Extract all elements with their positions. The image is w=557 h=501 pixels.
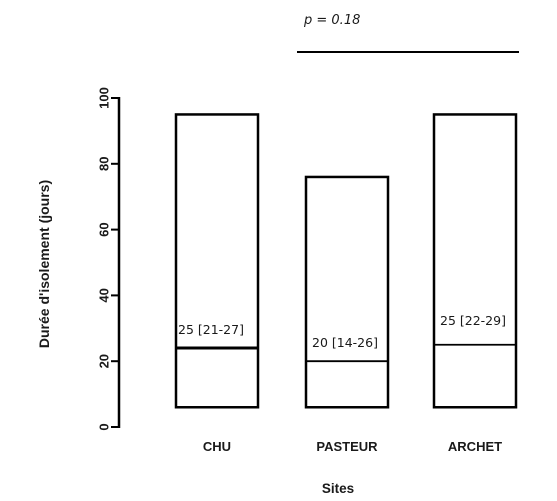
y-tick-label: 80: [97, 157, 112, 171]
x-tick-labels: CHU PASTEUR ARCHET: [203, 439, 502, 454]
box-pasteur: [304, 175, 390, 409]
median-label-chu: 25 [21-27]: [178, 322, 244, 337]
median-label-archet: 25 [22-29]: [440, 313, 506, 328]
y-axis-title: Durée d'isolement (jours): [36, 180, 52, 348]
x-tick-label: CHU: [203, 439, 231, 454]
p-value-label: p = 0.18: [303, 13, 360, 28]
boxes-layer: 25 [21-27] 20 [14-26] 25 [22-29]: [174, 113, 518, 409]
y-tick-label: 0: [97, 423, 112, 430]
y-tick-label: 100: [97, 87, 112, 109]
median-label-pasteur: 20 [14-26]: [312, 335, 378, 350]
box-archet: [432, 113, 518, 409]
x-tick-label: ARCHET: [448, 439, 502, 454]
y-tick-label: 20: [97, 354, 112, 368]
box-chu: [174, 113, 260, 409]
y-tick-label: 60: [97, 222, 112, 236]
x-axis-title: Sites: [322, 481, 354, 496]
x-tick-label: PASTEUR: [316, 439, 378, 454]
y-tick-label: 40: [97, 288, 112, 302]
y-axis: 0 20 40 60 80 100: [97, 87, 121, 431]
